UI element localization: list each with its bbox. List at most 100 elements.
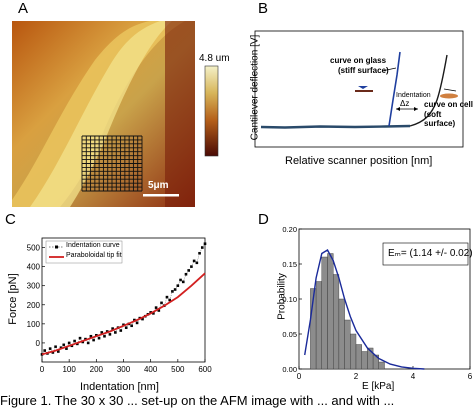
indentation-point: [89, 334, 93, 338]
histogram-bar: [367, 347, 374, 370]
panel-b-axes-frame: [254, 30, 464, 148]
panel-c-letter: C: [5, 211, 16, 228]
legend-fit-label: Paraboloidal tip fit: [66, 252, 122, 259]
indentation-point: [70, 344, 74, 348]
x-tick-label: 0: [40, 365, 45, 374]
x-tick-label: 300: [117, 365, 131, 374]
indentation-point: [92, 338, 95, 342]
cell-label-2: (soft surface): [424, 110, 456, 128]
panel-c-xlabel: Indentation [nm]: [80, 381, 159, 393]
indentation-point: [187, 269, 190, 272]
em-annotation: Eₘ= (1.14 +/- 0.02) kPa: [388, 248, 474, 259]
x-tick-label: 200: [90, 365, 104, 374]
indentation-point: [135, 321, 139, 325]
indentation-point: [105, 330, 109, 333]
histogram-bar: [372, 354, 380, 370]
afm-dark-edge: [165, 21, 195, 207]
indentation-point: [127, 322, 131, 326]
panel-a-letter: A: [18, 0, 29, 17]
y-tick-label: 0.00: [282, 365, 297, 374]
panel-c-ylabel: Force [pN]: [7, 273, 19, 325]
panel-d-xlabel: E [kPa]: [362, 381, 395, 392]
indentation-point: [78, 336, 82, 340]
indentation-point: [46, 352, 49, 355]
indentation-point: [138, 316, 142, 320]
indentation-point: [116, 326, 120, 329]
indentation-point: [114, 331, 117, 334]
x-tick-label: 400: [144, 365, 158, 374]
indentation-point: [173, 288, 177, 291]
cell-icon: [440, 93, 458, 99]
panel-b-xlabel: Relative scanner position [nm]: [285, 155, 433, 167]
scalebar-label: 5μm: [148, 180, 169, 191]
histogram-bar: [344, 319, 351, 370]
histogram-bar: [310, 288, 317, 370]
indentation-point: [103, 334, 106, 338]
cell-label-1: curve on cell: [424, 100, 473, 109]
indentation-point: [86, 341, 90, 345]
indentation-point: [184, 272, 188, 276]
panel-b-letter: B: [258, 0, 269, 17]
indentation-point: [168, 298, 171, 302]
histogram-bar: [315, 281, 323, 370]
indentation-point: [143, 314, 147, 318]
indentation-point: [181, 280, 185, 284]
y-tick-label: 0: [36, 339, 41, 348]
dz-label: Δz: [400, 99, 410, 108]
indentation-point: [154, 306, 158, 309]
indentation-point: [141, 317, 144, 321]
indentation-point: [51, 351, 55, 354]
panel-d-ylabel: Probability: [276, 273, 288, 320]
y-tick-label: 0.05: [282, 330, 297, 339]
glass-label-1: curve on glass: [330, 56, 387, 65]
indentation-point: [133, 318, 136, 322]
panel-b-ylabel: Cantilever deflection [V]: [249, 34, 261, 141]
indentation-point: [130, 324, 133, 328]
indentation-point: [119, 329, 123, 332]
indentation-point: [108, 333, 112, 336]
indentation-point: [190, 265, 193, 268]
indentation-point: [165, 295, 169, 299]
indentation-point: [203, 242, 207, 246]
indentation-point: [124, 326, 128, 329]
indentation-point: [67, 341, 71, 345]
x-tick-label: 0: [297, 372, 302, 381]
indentation-point: [122, 323, 125, 327]
legend-indentation-marker: [55, 245, 58, 249]
glass-label-2: (stiff surface): [338, 66, 389, 75]
indentation-point: [160, 301, 163, 305]
indentation-point: [40, 353, 44, 356]
indentation-point: [162, 304, 166, 308]
x-tick-label: 100: [62, 365, 76, 374]
x-tick-label: 4: [411, 372, 416, 381]
indentation-point: [43, 349, 47, 352]
indentation-point: [57, 350, 60, 353]
indentation-point: [157, 309, 161, 312]
indentation-label: Indentation: [396, 92, 431, 99]
x-tick-label: 500: [171, 365, 185, 374]
indentation-point: [81, 340, 85, 344]
indentation-point: [149, 311, 152, 314]
indentation-point: [195, 261, 199, 265]
x-tick-label: 600: [198, 365, 212, 374]
paraboloidal-fit-line: [41, 272, 206, 356]
indentation-point: [152, 312, 155, 315]
histogram-bar: [361, 351, 368, 370]
indentation-point: [100, 331, 104, 334]
indentation-point: [84, 337, 87, 341]
legend-indentation-label: Indentation curve: [66, 242, 120, 249]
lognormal-fit-curve: [304, 249, 425, 370]
indentation-point: [192, 259, 196, 263]
indentation-point: [62, 343, 66, 347]
indentation-point: [48, 347, 52, 350]
histogram-bar: [378, 361, 385, 370]
indentation-point: [179, 278, 182, 282]
histogram-bar: [321, 256, 328, 370]
indentation-point: [59, 346, 63, 349]
cantilever-cell-icon: [443, 88, 457, 92]
indentation-point: [146, 313, 150, 316]
